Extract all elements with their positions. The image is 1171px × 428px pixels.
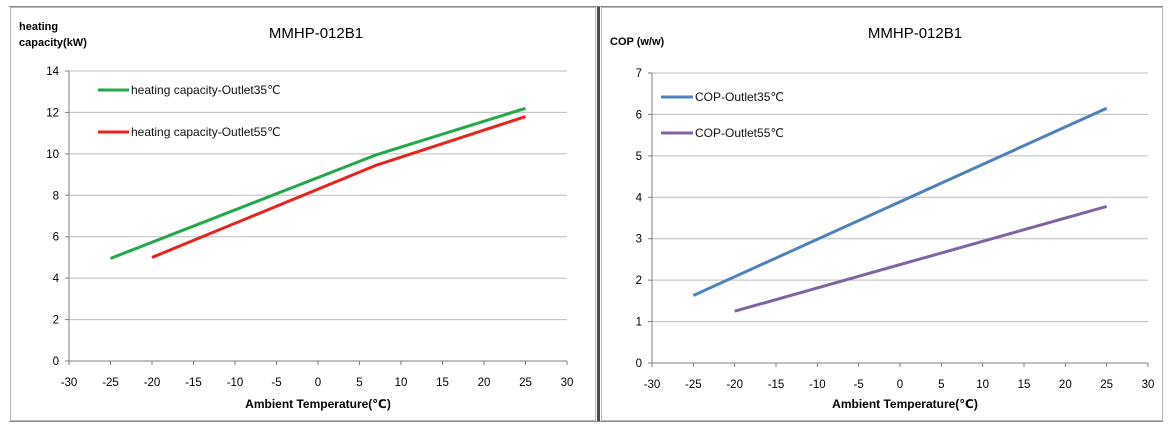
heating-capacity-chart: 0 2 4 6 8 10 12 14 -30 -25 -20 -15 -10 -5 0 5 10 15 20 25 30…: [19, 21, 574, 411]
capacity-series-line-1: [109, 106, 526, 260]
cop-x-tick-label: -15: [768, 379, 785, 391]
cop-series-line-2: [734, 204, 1108, 313]
cop-legend-label-1: COP-Outlet35℃: [695, 90, 784, 104]
cop-x-tick-label: -25: [685, 379, 702, 391]
cop-y-axis-label: COP (w/w): [610, 36, 665, 48]
capacity-chart-title: MMHP-012B1: [269, 25, 363, 42]
capacity-x-tick-label: 30: [561, 377, 574, 389]
capacity-x-tick-label: -30: [61, 377, 78, 389]
cop-x-axis-label: Ambient Temperature(℃): [832, 397, 978, 411]
cop-x-tick-label: -20: [726, 379, 743, 391]
image-frame: [9, 6, 1163, 422]
cop-x-tick-label: -10: [809, 379, 826, 391]
capacity-y-tick-label: 0: [53, 356, 59, 368]
cop-x-tick-label: -5: [854, 379, 864, 391]
capacity-x-axis-label: Ambient Temperature(℃): [245, 397, 391, 411]
cop-y-tick-label: 5: [636, 151, 642, 163]
capacity-y-axis-label: capacity(kW): [19, 37, 87, 49]
cop-y-tick-label: 1: [636, 317, 642, 329]
capacity-legend-label-2: heating capacity-Outlet55℃: [131, 125, 281, 139]
capacity-series-line-2: [151, 115, 526, 259]
cop-x-tick-label: 20: [1059, 379, 1072, 391]
capacity-y-tick-label: 8: [53, 190, 59, 202]
capacity-x-tick-label: -20: [144, 377, 161, 389]
capacity-x-tick-label: -25: [102, 377, 119, 389]
capacity-y-tick-label: 6: [53, 232, 59, 244]
cop-y-tick-label: 4: [636, 192, 643, 204]
cop-x-tick-label: -30: [644, 379, 661, 391]
cop-chart: 0 1 2 3 4 5 6 7 -30 -25 -20 -15 -10 -5 0 5 10 15 20 25 30 COP…: [610, 25, 1155, 411]
capacity-y-tick-label: 12: [46, 107, 59, 119]
capacity-x-tick-label: 0: [315, 377, 321, 389]
capacity-x-tick-label: 20: [478, 377, 491, 389]
cop-y-tick-label: 6: [636, 109, 642, 121]
cop-y-tick-label: 3: [636, 234, 642, 246]
capacity-y-tick-label: 10: [46, 149, 59, 161]
capacity-x-tick-label: -5: [271, 377, 281, 389]
panel-divider: [597, 7, 600, 421]
cop-legend-label-2: COP-Outlet55℃: [695, 126, 784, 140]
capacity-y-tick-label: 2: [53, 315, 59, 327]
capacity-y-tick-label: 4: [53, 273, 60, 285]
cop-x-tick-label: 30: [1142, 379, 1155, 391]
capacity-y-axis-label: heating: [19, 21, 58, 33]
capacity-x-tick-label: 15: [436, 377, 449, 389]
capacity-y-tick-label: 14: [46, 66, 59, 78]
cop-y-tick-label: 7: [636, 68, 642, 80]
cop-x-tick-label: 0: [897, 379, 903, 391]
cop-chart-title: MMHP-012B1: [868, 25, 962, 42]
cop-x-tick-label: 5: [938, 379, 944, 391]
capacity-x-tick-label: 5: [356, 377, 362, 389]
cop-x-tick-label: 25: [1100, 379, 1113, 391]
cop-series-line-1: [692, 106, 1108, 297]
cop-x-tick-label: 15: [1018, 379, 1031, 391]
capacity-legend-label-1: heating capacity-Outlet35℃: [131, 83, 281, 97]
cop-chart-panel: 0 1 2 3 4 5 6 7 -30 -25 -20 -15 -10 -5 0 5 10 15 20 25 30 COP…: [601, 7, 1163, 421]
cop-y-tick-label: 2: [636, 275, 642, 287]
capacity-x-tick-label: -15: [185, 377, 202, 389]
cop-y-tick-label: 0: [636, 358, 642, 370]
capacity-x-tick-label: 25: [519, 377, 532, 389]
capacity-x-tick-label: -10: [227, 377, 244, 389]
heating-capacity-chart-panel: 0 2 4 6 8 10 12 14 -30 -25 -20 -15 -10 -5 0 5 10 15 20 25 30…: [10, 7, 596, 421]
capacity-x-tick-label: 10: [395, 377, 408, 389]
cop-x-tick-label: 10: [976, 379, 989, 391]
